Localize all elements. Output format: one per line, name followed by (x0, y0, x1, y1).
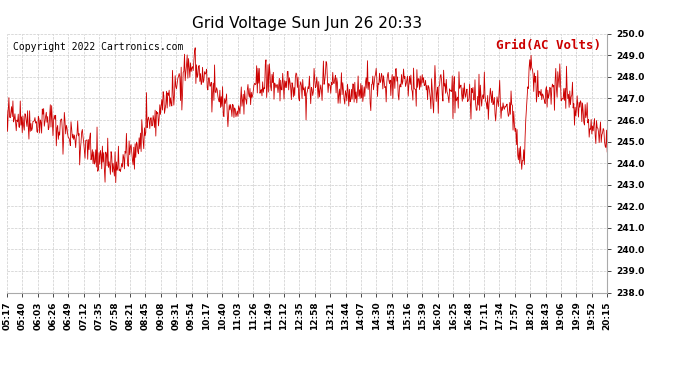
Text: Grid(AC Volts): Grid(AC Volts) (496, 39, 601, 52)
Text: Copyright 2022 Cartronics.com: Copyright 2022 Cartronics.com (13, 42, 184, 51)
Title: Grid Voltage Sun Jun 26 20:33: Grid Voltage Sun Jun 26 20:33 (192, 16, 422, 31)
